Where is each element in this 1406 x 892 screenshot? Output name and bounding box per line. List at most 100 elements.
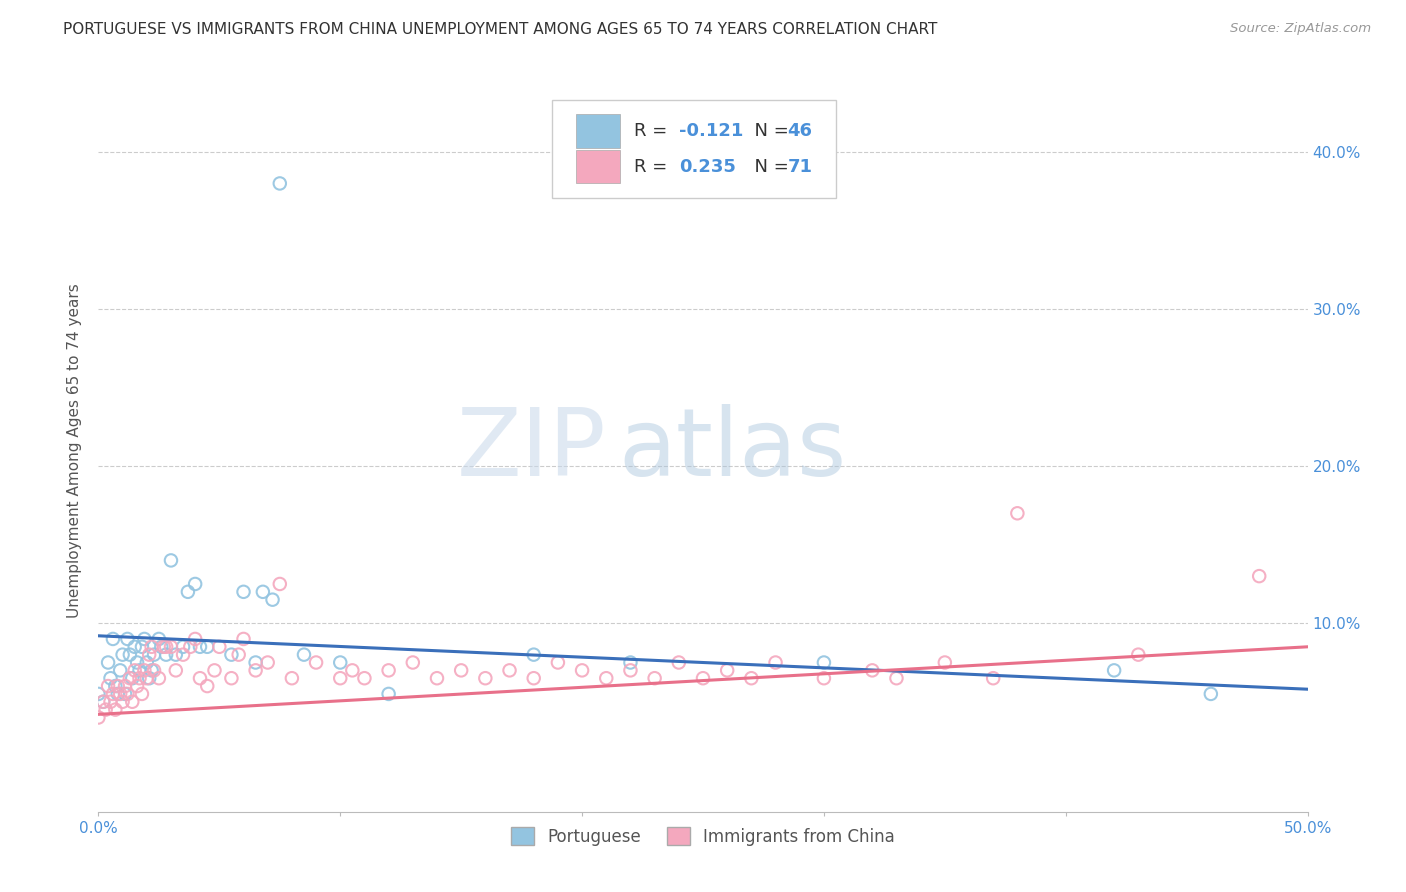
Text: -0.121: -0.121: [679, 122, 744, 140]
Point: [188, 671, 211, 685]
Point: [138, 671, 160, 685]
Point: [118, 648, 141, 662]
Point: [228, 648, 250, 662]
Point: [426, 671, 449, 685]
Text: R =: R =: [634, 158, 673, 176]
Text: N =: N =: [742, 122, 794, 140]
Point: [195, 640, 218, 654]
Point: [141, 664, 163, 678]
Point: [100, 695, 122, 709]
Point: [100, 671, 122, 685]
Point: [813, 656, 835, 670]
Point: [101, 632, 124, 646]
Point: [498, 664, 520, 678]
Point: [377, 664, 399, 678]
Point: [245, 664, 267, 678]
Point: [644, 671, 666, 685]
Text: R =: R =: [634, 122, 673, 140]
Point: [232, 632, 254, 646]
Point: [107, 687, 129, 701]
Point: [765, 656, 787, 670]
Point: [523, 671, 546, 685]
Point: [150, 640, 173, 654]
Point: [87, 687, 110, 701]
Point: [118, 671, 141, 685]
Point: [121, 671, 143, 685]
Point: [134, 632, 156, 646]
Point: [269, 177, 291, 191]
Point: [121, 695, 143, 709]
Text: PORTUGUESE VS IMMIGRANTS FROM CHINA UNEMPLOYMENT AMONG AGES 65 TO 74 YEARS CORRE: PORTUGUESE VS IMMIGRANTS FROM CHINA UNEM…: [63, 22, 938, 37]
Point: [1007, 506, 1029, 520]
Point: [138, 648, 160, 662]
Text: atlas: atlas: [619, 404, 846, 497]
Point: [329, 656, 352, 670]
Point: [104, 703, 127, 717]
Point: [342, 664, 364, 678]
Point: [981, 671, 1004, 685]
Point: [165, 664, 187, 678]
Text: 0.235: 0.235: [679, 158, 735, 176]
Point: [91, 695, 114, 709]
Text: Source: ZipAtlas.com: Source: ZipAtlas.com: [1230, 22, 1371, 36]
Point: [94, 703, 117, 717]
Point: [124, 640, 146, 654]
Point: [87, 710, 110, 724]
Point: [262, 592, 284, 607]
Point: [165, 648, 187, 662]
Point: [184, 632, 207, 646]
Point: [221, 648, 243, 662]
Point: [143, 648, 166, 662]
Point: [232, 584, 254, 599]
Point: [353, 671, 375, 685]
Point: [595, 671, 617, 685]
Point: [221, 671, 243, 685]
Point: [208, 640, 231, 654]
Point: [1102, 664, 1125, 678]
Point: [148, 632, 170, 646]
Point: [91, 695, 114, 709]
Point: [127, 656, 149, 670]
Point: [256, 656, 278, 670]
Point: [740, 671, 762, 685]
Y-axis label: Unemployment Among Ages 65 to 74 years: Unemployment Among Ages 65 to 74 years: [67, 283, 83, 618]
Point: [128, 664, 150, 678]
Point: [179, 640, 201, 654]
Point: [716, 664, 738, 678]
Point: [292, 648, 315, 662]
Point: [402, 656, 425, 670]
Point: [111, 695, 134, 709]
Point: [172, 640, 194, 654]
Point: [474, 671, 496, 685]
Point: [107, 679, 129, 693]
Point: [108, 687, 131, 701]
Point: [134, 664, 156, 678]
Point: [143, 664, 166, 678]
Point: [571, 664, 593, 678]
Point: [547, 656, 569, 670]
Point: [377, 687, 399, 701]
Point: [160, 640, 183, 654]
Point: [1199, 687, 1222, 701]
Point: [668, 656, 690, 670]
Point: [117, 687, 139, 701]
Text: ZIP: ZIP: [457, 404, 606, 497]
Point: [135, 671, 157, 685]
FancyBboxPatch shape: [551, 100, 837, 198]
Point: [117, 632, 139, 646]
Point: [450, 664, 472, 678]
Point: [177, 584, 200, 599]
Point: [1249, 569, 1271, 583]
Point: [101, 687, 124, 701]
FancyBboxPatch shape: [576, 114, 620, 148]
Point: [281, 671, 304, 685]
Point: [160, 553, 183, 567]
Point: [252, 584, 274, 599]
Point: [619, 656, 641, 670]
Point: [131, 687, 153, 701]
Point: [1128, 648, 1150, 662]
Point: [813, 671, 835, 685]
Point: [934, 656, 956, 670]
Point: [111, 648, 134, 662]
Point: [692, 671, 714, 685]
